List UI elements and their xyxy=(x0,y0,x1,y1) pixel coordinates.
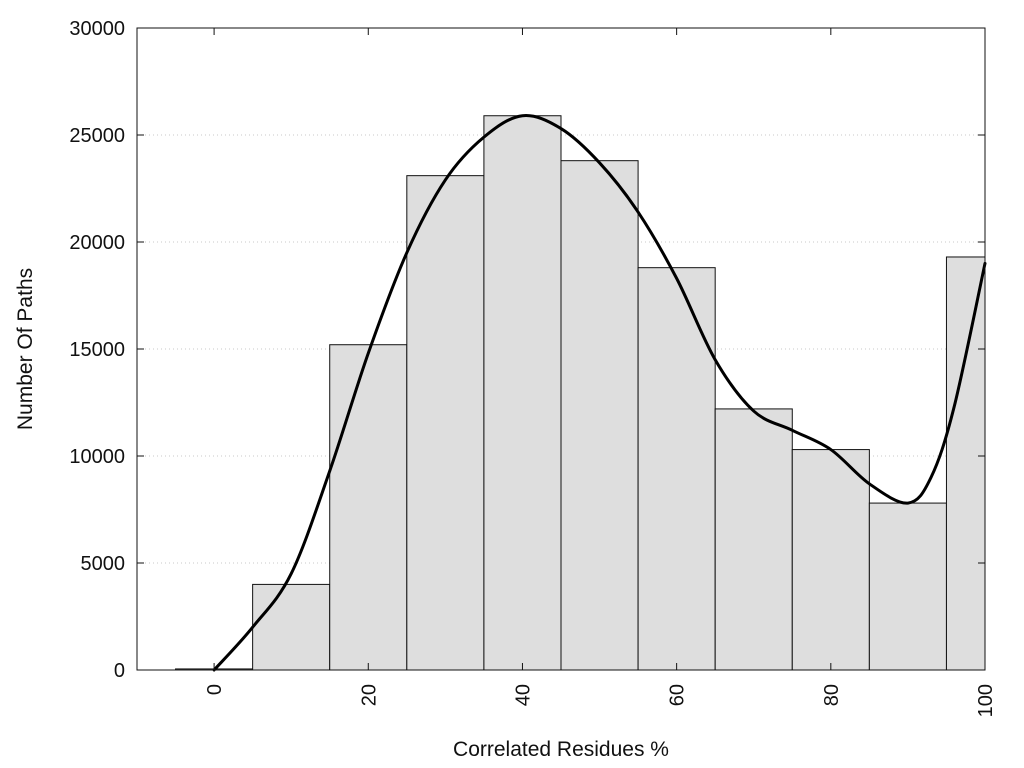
x-tick-label: 20 xyxy=(358,684,380,706)
bar-80 xyxy=(791,449,870,671)
density-curve-layer xyxy=(212,114,987,672)
y-tick-label: 20000 xyxy=(69,232,125,254)
y-tick-label: 30000 xyxy=(69,18,125,40)
bar-70 xyxy=(714,408,793,671)
axis-ticks xyxy=(137,27,986,671)
bar-60 xyxy=(637,267,716,671)
y-tick-label: 25000 xyxy=(69,125,125,147)
y-tick-label: 15000 xyxy=(69,339,125,361)
bar-10 xyxy=(252,583,331,671)
tick-labels: 0 5000 10000 15000 20000 25000 30000 0 20 40 60 80 1… xyxy=(69,18,997,717)
x-tick-label: 60 xyxy=(667,684,689,706)
x-tick-label: 80 xyxy=(821,684,843,706)
y-axis-title: Number Of Paths xyxy=(14,268,37,430)
bar-40 xyxy=(483,115,562,671)
bar-100 xyxy=(945,256,986,671)
x-tick-label: 40 xyxy=(512,684,534,706)
bars xyxy=(175,115,986,671)
y-tick-label: 5000 xyxy=(81,553,126,575)
bar-20 xyxy=(329,344,408,671)
bar-90 xyxy=(868,502,947,671)
x-tick-label: 0 xyxy=(204,684,226,695)
density-curve xyxy=(212,114,987,672)
bar-30 xyxy=(406,175,485,671)
x-axis-title: Correlated Residues % xyxy=(453,738,669,761)
x-tick-label: 100 xyxy=(975,684,997,717)
y-tick-label: 10000 xyxy=(69,446,125,468)
y-tick-label: 0 xyxy=(114,660,125,682)
bar-50 xyxy=(560,160,639,671)
